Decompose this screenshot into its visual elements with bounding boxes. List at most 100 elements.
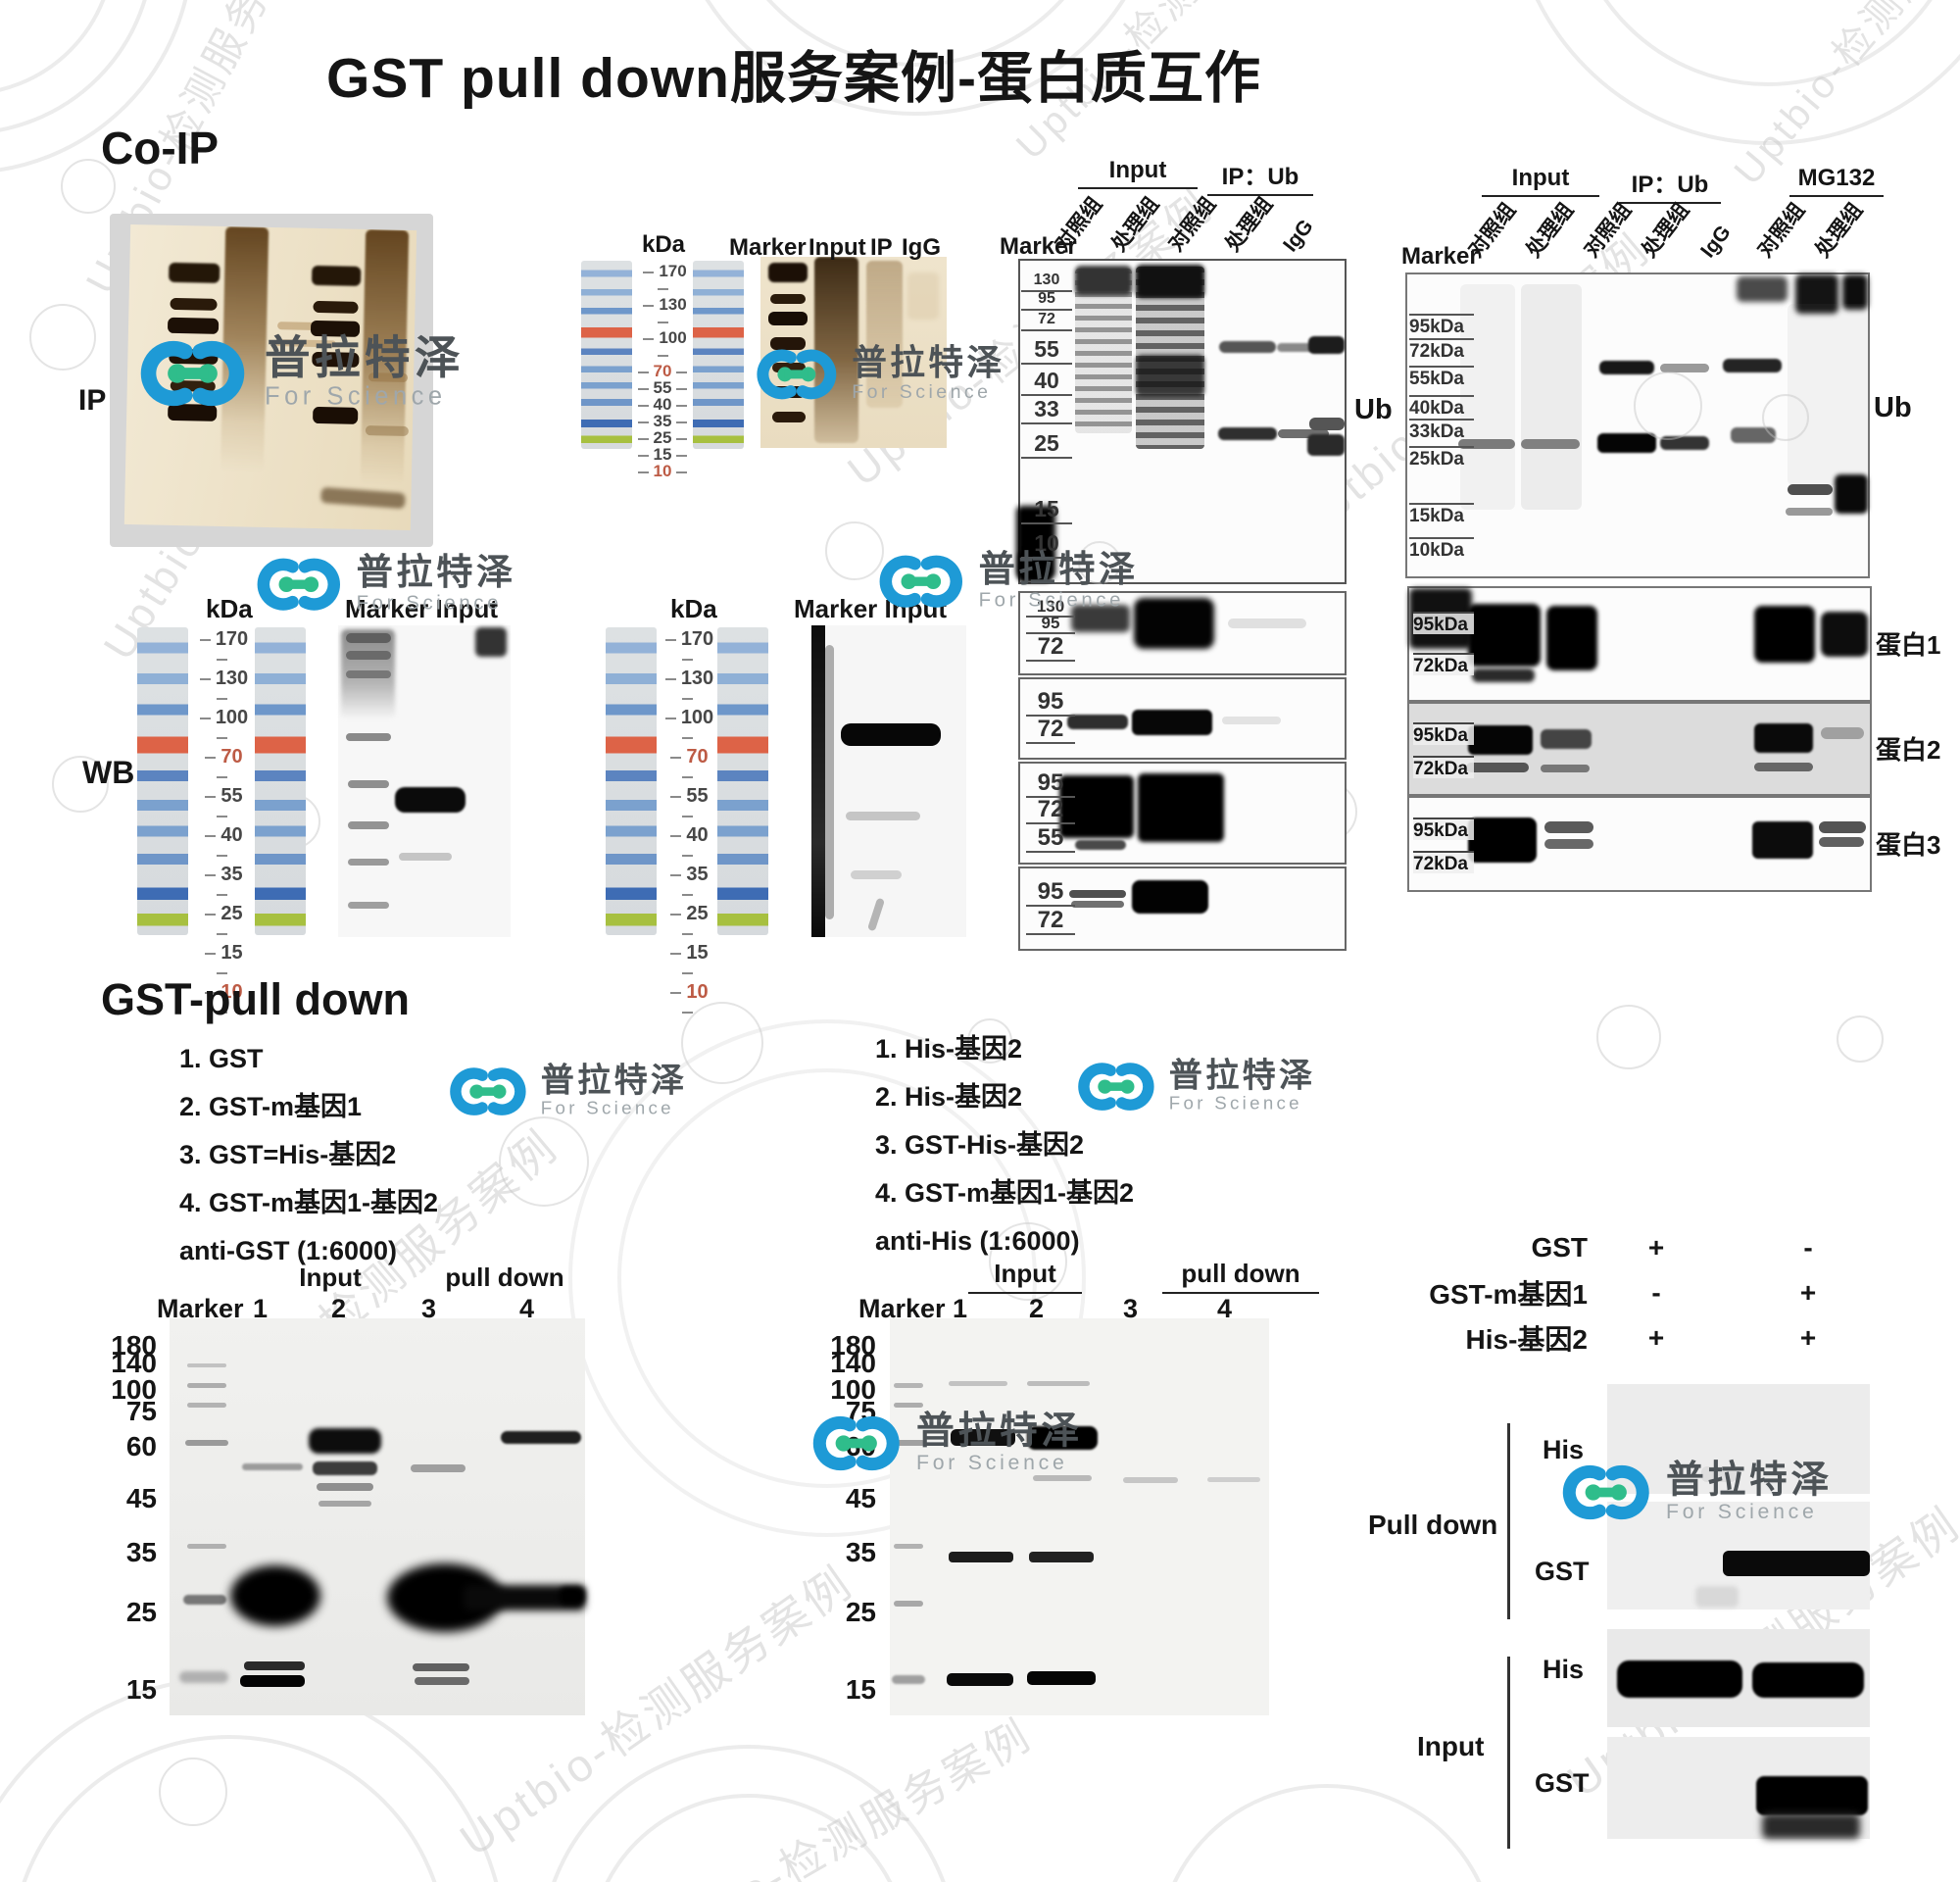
page-title: GST pull down服务案例-蛋白质互作 <box>326 47 1261 110</box>
input-his-label: His <box>1543 1655 1585 1684</box>
brand-logo-icon <box>1074 1061 1158 1113</box>
brand-name-en: For Science <box>1168 1092 1302 1114</box>
watermark-ring <box>1078 541 1121 584</box>
silver-gel-col-input: Input <box>808 234 866 261</box>
condition-row: His-基因2 + + <box>1357 1315 1847 1361</box>
brand-logo-icon <box>446 1065 530 1117</box>
brand-logo-icon <box>753 347 841 401</box>
ub-a-lane-labels: 对照组 处理组 对照组 处理组 IgG <box>1051 192 1318 257</box>
protein2-blot <box>1407 702 1872 796</box>
ub-a-subblot-3 <box>1018 762 1347 865</box>
protein-ladder-strip <box>137 627 188 935</box>
brand-logo-icon <box>135 337 250 408</box>
wb-blot1-header: Marker Input <box>345 594 499 623</box>
gst-left-group-input: Input <box>299 1263 362 1292</box>
watermark-ring <box>499 1116 589 1207</box>
condition-lane1-sign: + <box>1647 1322 1665 1353</box>
gst-left-gel <box>170 1318 585 1715</box>
brand-name-cn: 普拉特泽 <box>1168 1056 1316 1095</box>
ladder-tick-labels: 170 130 100 70 55 40 35 25 15 10 <box>632 257 693 479</box>
watermark-ring <box>1634 371 1702 440</box>
watermark-ring <box>29 304 96 371</box>
protein-ladder-strip <box>717 627 768 935</box>
protein3-blot <box>1407 796 1872 892</box>
watermark-ring <box>1837 1015 1884 1063</box>
brand-logo-icon <box>1558 1462 1654 1521</box>
brand-watermark: 普拉特泽 For Science <box>808 1411 1083 1474</box>
pulldown-bracket-line <box>1507 1423 1510 1619</box>
brand-watermark: 普拉特泽 For Science <box>446 1063 687 1118</box>
watermark-ring <box>52 756 109 813</box>
gst-mid-legend: 1. His-基因2 2. His-基因2 3. GST-His-基因2 4. GST… <box>875 1025 1134 1265</box>
protein-ladder-strip <box>255 627 306 935</box>
ub-a-ticks: 130 95 72 55 40 33 25 15 10 <box>1021 263 1074 576</box>
ladder-tick-labels: 170 130 100 70 55 40 35 25 15 10 <box>190 623 253 1002</box>
condition-table: GST + - GST-m基因1 - + His-基因2 + + <box>1357 1225 1847 1361</box>
gst-heading: GST-pull down <box>101 974 410 1024</box>
brand-name-en: For Science <box>540 1097 674 1118</box>
ub-a-subticks-3: 95 72 55 <box>1020 765 1075 858</box>
condition-lane2-sign: + <box>1799 1277 1817 1308</box>
brand-watermark: 普拉特泽 For Science <box>1074 1056 1316 1114</box>
protein-ladder-strip <box>693 261 744 449</box>
ub-b-group-mg132: MG132 <box>1789 165 1884 197</box>
brand-name-en: For Science <box>852 380 992 403</box>
condition-label: GST-m基因1 <box>1429 1279 1588 1310</box>
brand-name-en: For Science <box>916 1450 1068 1474</box>
silver-gel-col-igg: IgG <box>902 234 941 261</box>
ub-a-group-input: Input <box>1078 157 1198 189</box>
watermark-arc <box>568 1019 1086 1537</box>
watermark-arc <box>1156 1784 1497 1882</box>
brand-watermark: 普拉特泽 For Science <box>753 342 1005 403</box>
ub-b-ticks: 95kDa 72kDa 55kDa 40kDa 33kDa 25kDa 15kDa 10kDa <box>1409 274 1478 572</box>
brand-name-cn: 普拉特泽 <box>852 342 1005 382</box>
brand-watermark: 普拉特泽 For Science <box>253 553 516 614</box>
protein3-label: 蛋白3 <box>1876 830 1941 860</box>
brand-logo-icon <box>808 1413 905 1472</box>
watermark-ring <box>1762 394 1809 441</box>
brand-logo-icon <box>875 553 967 610</box>
protein2-ticks: 95kDa 72kDa <box>1409 704 1478 790</box>
pulldown-his-blot <box>1607 1384 1870 1494</box>
brand-logo-icon <box>253 556 345 613</box>
kda-header: kDa <box>642 231 686 258</box>
gst-left-ticks: 180 140 100 75 60 45 35 25 15 <box>111 1330 157 1705</box>
brand-name-cn: 普拉特泽 <box>265 332 465 384</box>
condition-row: GST-m基因1 - + <box>1357 1270 1847 1315</box>
legend-item: 2. His-基因2 <box>875 1082 1023 1112</box>
watermark-ring <box>967 1018 1012 1064</box>
ub-b-group-ip-ub: IP：Ub <box>1619 165 1721 204</box>
input-bracket-line <box>1507 1657 1510 1849</box>
protein1-blot <box>1407 586 1872 702</box>
protein-ladder-strip <box>581 261 632 449</box>
legend-item: 3. GST-His-基因2 <box>875 1130 1085 1160</box>
brand-name-en: For Science <box>1666 1499 1818 1523</box>
brand-name-cn: 普拉特泽 <box>978 548 1139 590</box>
ub-a-subblot-4 <box>1018 867 1347 951</box>
condition-lane2-sign: + <box>1799 1322 1817 1353</box>
gst-mid-group-input: Input <box>968 1259 1082 1294</box>
legend-item: 1. His-基因2 <box>875 1034 1023 1064</box>
condition-lane1-sign: + <box>1647 1232 1665 1263</box>
pulldown-section-label: Pull down <box>1368 1510 1498 1540</box>
legend-item: 2. GST-m基因1 <box>179 1092 363 1121</box>
gst-mid-marker-label: Marker <box>858 1294 946 1323</box>
legend-item: 4. GST-m基因1-基因2 <box>875 1178 1135 1208</box>
ip-row-label: IP <box>78 384 107 417</box>
kda-header: kDa <box>206 594 253 623</box>
ub-b-group-input: Input <box>1482 165 1599 197</box>
legend-item: 3. GST=His-基因2 <box>179 1140 397 1169</box>
protein1-label: 蛋白1 <box>1876 630 1941 660</box>
brand-name-en: For Science <box>978 587 1125 611</box>
ub-a-subticks-2: 95 72 <box>1020 680 1075 753</box>
ub-b-marker-label: Marker <box>1401 243 1479 270</box>
brand-name-cn: 普拉特泽 <box>1666 1458 1833 1502</box>
watermark-ring <box>825 521 884 580</box>
ub-a-subticks-1: 130 95 72 <box>1020 594 1075 669</box>
brand-watermark: 普拉特泽 For Science <box>1558 1458 1833 1523</box>
ub-b-right-label: Ub <box>1874 392 1912 423</box>
antibody-note: anti-His (1:6000) <box>875 1226 1080 1256</box>
